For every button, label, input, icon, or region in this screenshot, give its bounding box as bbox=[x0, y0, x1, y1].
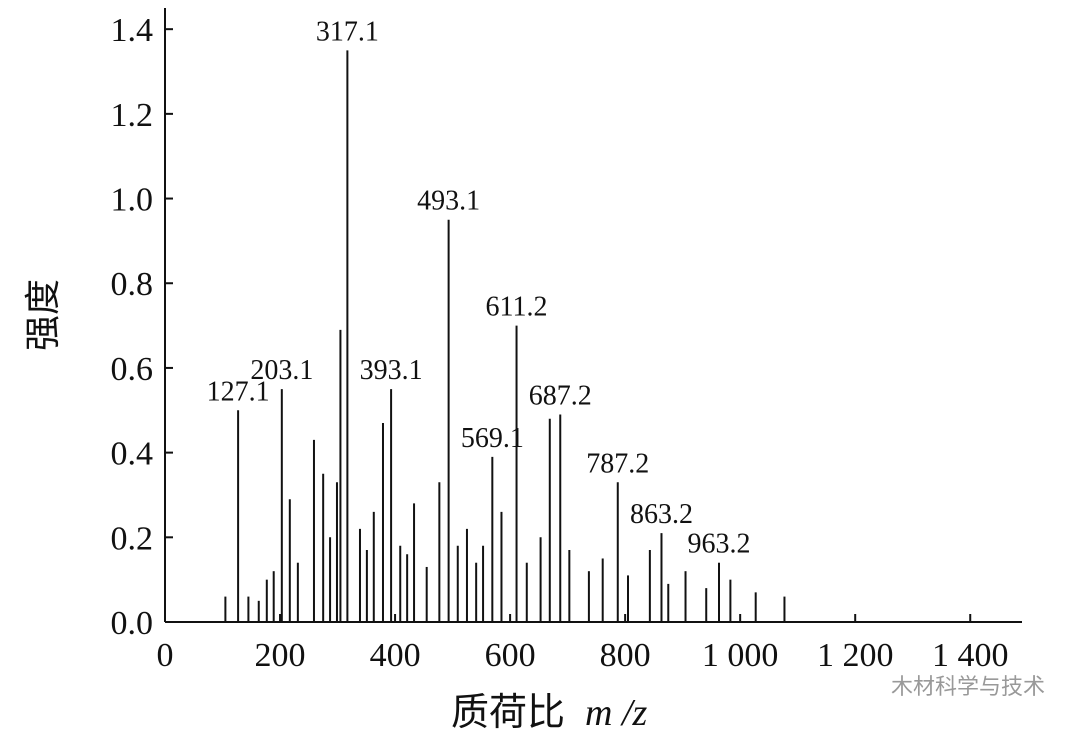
peak-label: 317.1 bbox=[316, 16, 379, 47]
peak-label: 393.1 bbox=[360, 355, 423, 386]
y-tick-label: 0.4 bbox=[111, 436, 154, 473]
x-tick-label: 600 bbox=[485, 637, 536, 674]
x-tick-label: 200 bbox=[255, 637, 306, 674]
x-tick-label: 1 400 bbox=[932, 637, 1009, 674]
x-tick-label: 800 bbox=[600, 637, 651, 674]
y-tick-label: 1.0 bbox=[111, 182, 154, 219]
peak-label: 863.2 bbox=[630, 499, 693, 530]
peak-label: 493.1 bbox=[417, 186, 480, 217]
x-axis-unit: m /z bbox=[585, 692, 648, 734]
peak-label: 687.2 bbox=[529, 381, 592, 412]
peak-label: 127.1 bbox=[207, 376, 270, 407]
x-tick-label: 1 200 bbox=[817, 637, 894, 674]
y-tick-label: 0.6 bbox=[111, 351, 154, 388]
peak-label: 787.2 bbox=[586, 448, 649, 479]
y-axis-label: 强度 bbox=[23, 279, 63, 351]
peak-label: 963.2 bbox=[688, 529, 751, 560]
y-tick-label: 1.2 bbox=[111, 97, 154, 134]
y-tick-label: 0.2 bbox=[111, 520, 154, 557]
x-tick-label: 400 bbox=[370, 637, 421, 674]
y-tick-label: 1.4 bbox=[111, 12, 154, 49]
watermark: 木材科学与技术 bbox=[891, 674, 1045, 699]
y-tick-label: 0.8 bbox=[111, 266, 154, 303]
peak-label: 203.1 bbox=[250, 355, 313, 386]
peak-label: 611.2 bbox=[486, 292, 548, 323]
x-axis-label: 质荷比 bbox=[451, 692, 565, 734]
y-tick-label: 0.0 bbox=[111, 605, 154, 642]
x-tick-label: 1 000 bbox=[702, 637, 779, 674]
peak-label: 569.1 bbox=[461, 423, 524, 454]
x-tick-label: 0 bbox=[157, 637, 174, 674]
